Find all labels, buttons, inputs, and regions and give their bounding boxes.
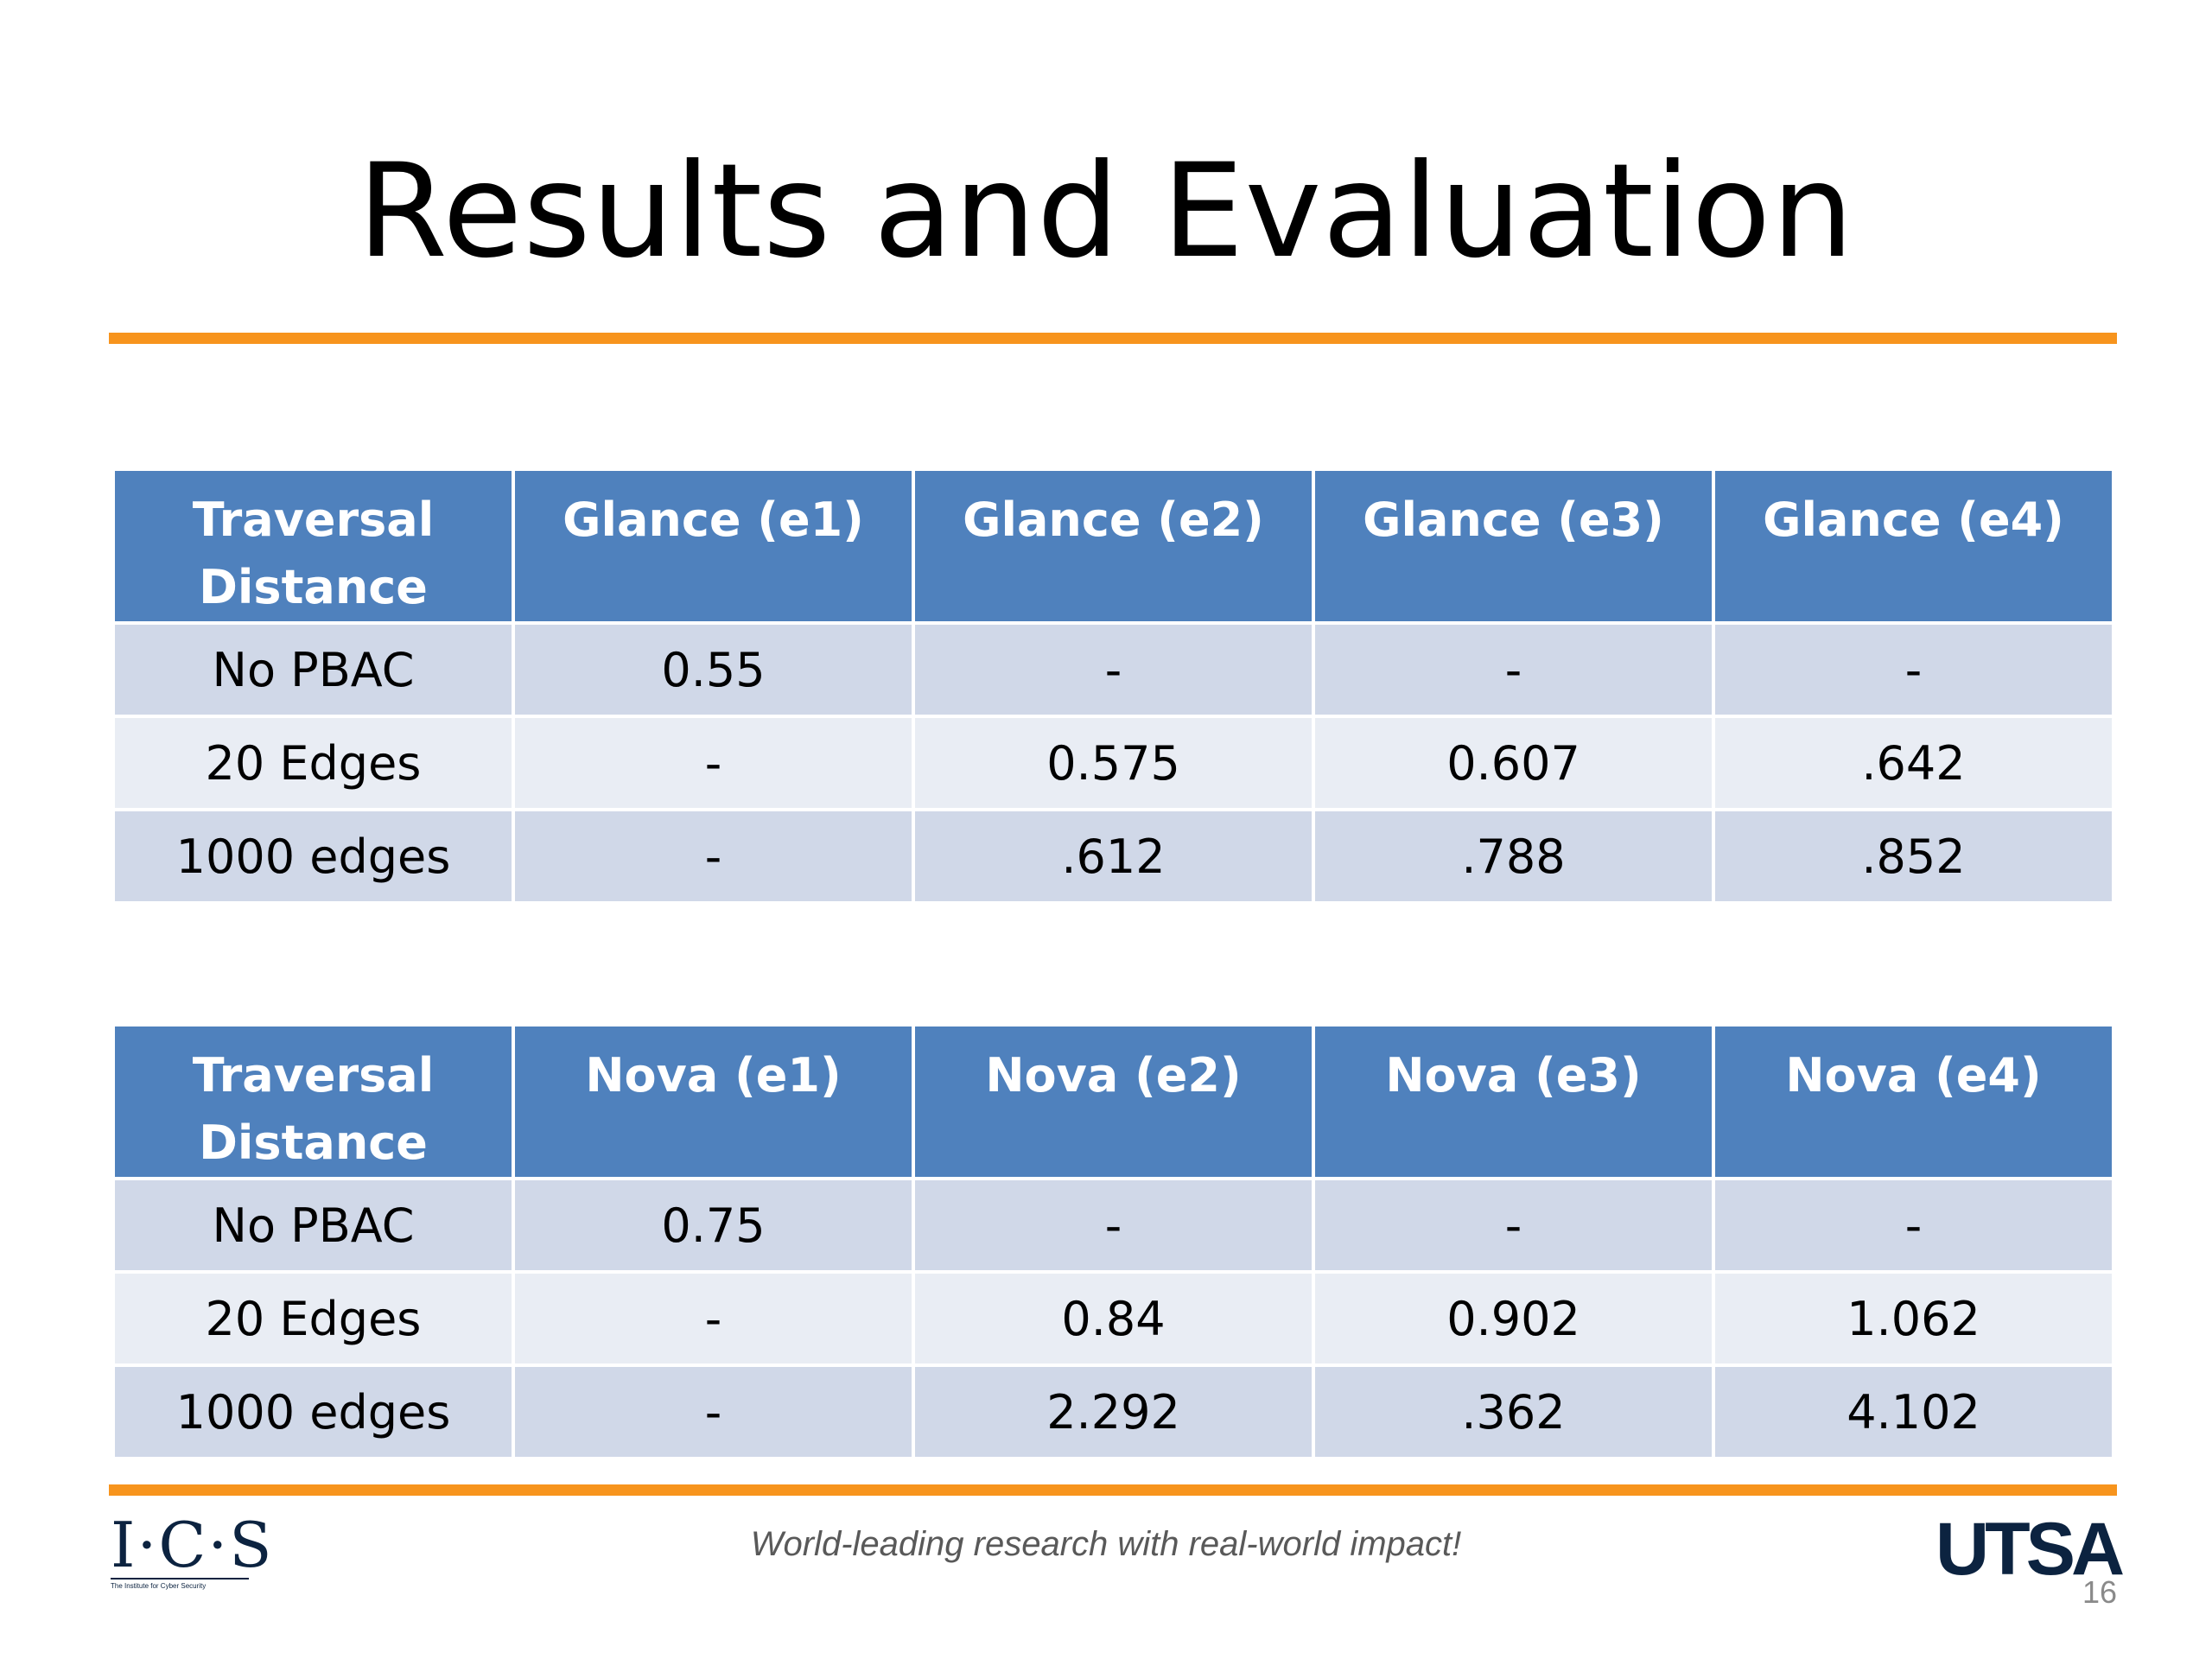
value-cell: -	[1312, 1177, 1715, 1274]
table-header-row: Traversal Distance Nova (e1) Nova (e2) No…	[111, 1023, 2115, 1180]
value-cell: 0.75	[512, 1177, 915, 1274]
value-cell: -	[1712, 1177, 2115, 1274]
value-cell: -	[912, 1177, 1315, 1274]
row-label-cell: No PBAC	[111, 1177, 515, 1274]
table-row: No PBAC 0.75 - - -	[111, 1177, 2115, 1274]
utsa-logo: UTSA	[1936, 1508, 2125, 1591]
value-cell: 0.607	[1312, 715, 1715, 811]
header-nova-e1: Nova (e1)	[512, 1023, 915, 1180]
value-cell: .642	[1712, 715, 2115, 811]
table-row: 1000 edges - 2.292 .362 4.102	[111, 1363, 2115, 1460]
value-cell: -	[912, 621, 1315, 718]
table-row: 20 Edges - 0.575 0.607 .642	[111, 715, 2115, 811]
value-cell: 0.902	[1312, 1270, 1715, 1367]
row-label-cell: 20 Edges	[111, 715, 515, 811]
value-cell: .788	[1312, 808, 1715, 905]
value-cell: -	[1312, 621, 1715, 718]
page-number: 16	[2082, 1574, 2117, 1610]
value-cell: -	[1712, 621, 2115, 718]
ics-logo-subtitle: The Institute for Cyber Security	[111, 1578, 249, 1590]
value-cell: 4.102	[1712, 1363, 2115, 1460]
value-cell: .852	[1712, 808, 2115, 905]
glance-results-table: Traversal Distance Glance (e1) Glance (e2…	[111, 467, 2115, 905]
header-glance-e2: Glance (e2)	[912, 467, 1315, 625]
ics-logo-mark: I·C·S	[111, 1509, 274, 1581]
header-nova-e4: Nova (e4)	[1712, 1023, 2115, 1180]
header-glance-e3: Glance (e3)	[1312, 467, 1715, 625]
value-cell: 0.575	[912, 715, 1315, 811]
header-nova-e2: Nova (e2)	[912, 1023, 1315, 1180]
header-traversal-distance: Traversal Distance	[111, 467, 515, 625]
header-traversal-distance: Traversal Distance	[111, 1023, 515, 1180]
table-row: 1000 edges - .612 .788 .852	[111, 808, 2115, 905]
row-label-cell: 20 Edges	[111, 1270, 515, 1367]
row-label-cell: 1000 edges	[111, 1363, 515, 1460]
row-label-cell: 1000 edges	[111, 808, 515, 905]
value-cell: -	[512, 1363, 915, 1460]
value-cell: 1.062	[1712, 1270, 2115, 1367]
bottom-accent-rule	[109, 1484, 2117, 1496]
header-glance-e1: Glance (e1)	[512, 467, 915, 625]
value-cell: -	[512, 808, 915, 905]
top-accent-rule	[109, 333, 2117, 344]
value-cell: 2.292	[912, 1363, 1315, 1460]
header-nova-e3: Nova (e3)	[1312, 1023, 1715, 1180]
row-label-cell: No PBAC	[111, 621, 515, 718]
header-glance-e4: Glance (e4)	[1712, 467, 2115, 625]
nova-results-table: Traversal Distance Nova (e1) Nova (e2) No…	[111, 1023, 2115, 1460]
value-cell: -	[512, 1270, 915, 1367]
value-cell: -	[512, 715, 915, 811]
value-cell: .612	[912, 808, 1315, 905]
value-cell: 0.55	[512, 621, 915, 718]
slide-title: Results and Evaluation	[357, 137, 1855, 287]
table-row: 20 Edges - 0.84 0.902 1.062	[111, 1270, 2115, 1367]
value-cell: .362	[1312, 1363, 1715, 1460]
table-row: No PBAC 0.55 - - -	[111, 621, 2115, 718]
value-cell: 0.84	[912, 1270, 1315, 1367]
ics-logo: I·C·S The Institute for Cyber Security	[111, 1509, 274, 1590]
footer-tagline: World-leading research with real-world i…	[750, 1525, 1462, 1563]
table-header-row: Traversal Distance Glance (e1) Glance (e2…	[111, 467, 2115, 625]
